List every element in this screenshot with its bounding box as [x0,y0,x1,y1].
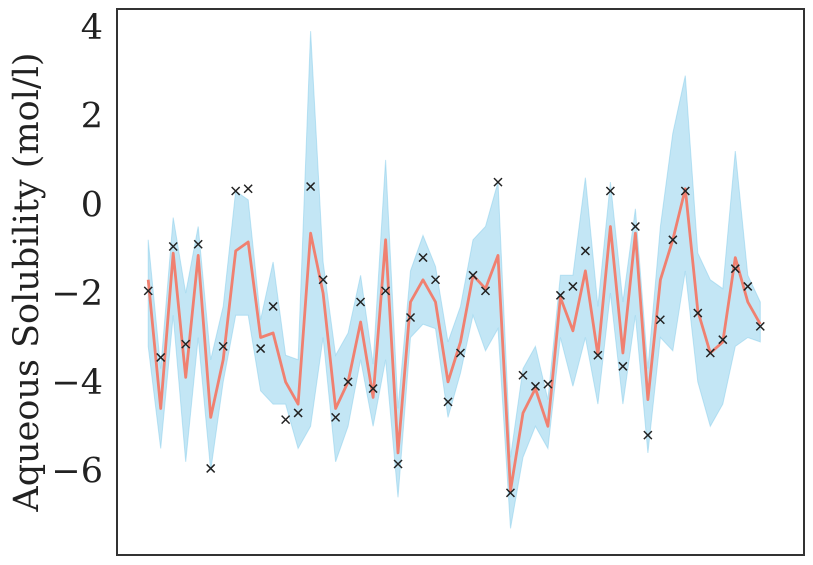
observed-point-marker [256,344,266,354]
observed-point-marker [543,379,553,389]
observed-point-marker [293,408,303,418]
observed-point-marker [206,463,216,473]
observed-point-marker [605,186,615,196]
observed-point-marker [193,239,203,249]
observed-point-marker [505,488,515,498]
observed-point-marker [580,246,590,256]
observed-point-marker [181,339,191,349]
observed-point-marker [381,286,391,296]
observed-point-marker [443,397,453,407]
observed-point-marker [593,350,603,360]
mean-line-layer [146,187,762,493]
observed-point-marker [643,430,653,440]
y-tick-label: −2 [51,274,103,314]
plot-frame [116,8,805,556]
observed-point-marker [568,281,578,291]
observed-point-marker [668,235,678,245]
observed-point-marker [331,412,341,422]
observed-point-marker [693,308,703,318]
observed-point-marker [555,290,565,300]
observed-point-marker [143,286,153,296]
observed-point-marker [268,301,278,311]
y-tick-label: 4 [81,8,103,48]
observed-point-marker [630,221,640,232]
y-tick-label: 0 [81,185,103,225]
y-tick-label: 2 [81,97,103,137]
observed-point-marker [368,384,378,394]
observed-point-marker [743,281,753,291]
y-tick-label: −4 [51,363,103,403]
y-tick-label: −6 [51,452,103,492]
observed-point-marker [755,321,765,331]
observed-point-marker [156,352,166,362]
uncertainty-band [147,31,761,529]
y-axis-ticks: −6 −4 −2 0 2 4 [51,8,103,492]
observed-point-marker [218,341,228,351]
observed-point-marker [231,186,241,196]
uncertainty-band-layer [147,31,761,529]
y-axis-title: Aqueous Solubility (mol/l) [7,52,47,512]
observed-point-marker [243,184,253,194]
observed-point-marker [718,335,728,345]
observed-point-marker [168,241,178,252]
observed-point-marker [306,182,316,192]
observed-point-marker [418,253,428,263]
observed-point-marker [318,275,328,285]
predicted-mean-line [146,187,762,493]
observed-point-marker [430,275,441,285]
observed-point-marker [468,270,478,280]
observed-point-marker [655,315,665,325]
observed-point-marker [356,297,366,307]
observed-point-marker [530,381,540,391]
observed-point-marker [705,348,715,358]
observed-point-marker [618,361,628,371]
observed-point-marker [493,177,503,187]
observed-point-marker [518,370,528,380]
observed-point-marker [480,286,491,296]
observed-point-marker [393,459,403,469]
observed-point-marker [406,312,416,323]
observed-point-marker [455,348,466,358]
observed-point-marker [281,415,291,425]
observed-point-marker [343,377,353,387]
observed-point-marker [730,264,740,274]
observed-markers-layer [143,177,765,498]
observed-point-marker [680,186,690,196]
